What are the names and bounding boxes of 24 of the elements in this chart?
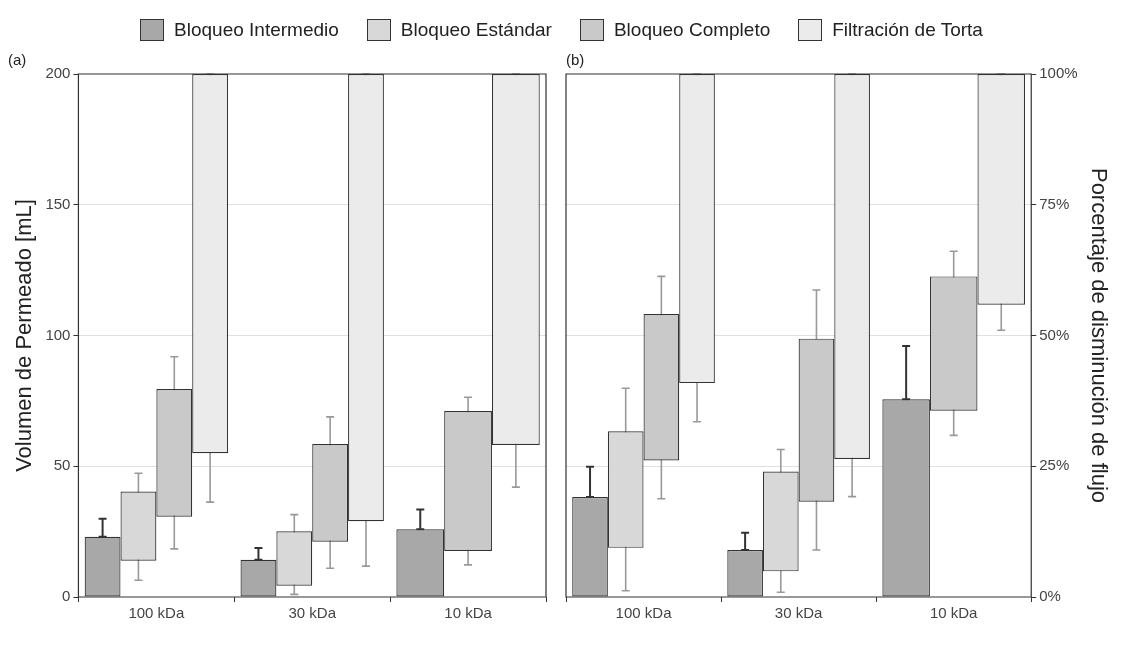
x-tick-label: 100 kDa bbox=[128, 604, 185, 622]
y2-tick-label: 100% bbox=[1039, 64, 1078, 82]
y-axis-title: Volumen de Permeado [mL] bbox=[11, 199, 37, 472]
y2-tick-label: 50% bbox=[1039, 325, 1070, 343]
y2-tick-label: 25% bbox=[1039, 456, 1070, 474]
x-tick-label: 10 kDa bbox=[444, 604, 493, 622]
y2-tick-label: 0% bbox=[1039, 587, 1061, 605]
y-tick-label: 0 bbox=[62, 587, 71, 605]
y-tick-label: 150 bbox=[45, 194, 71, 212]
y2-axis-title: Porcentaje de disminución de flujo bbox=[1086, 167, 1112, 504]
legend-label: Bloqueo Completo bbox=[613, 19, 771, 41]
legend-label: Bloqueo Intermedio bbox=[174, 19, 339, 41]
y-tick-label: 50 bbox=[53, 456, 71, 474]
x-tick-label: 30 kDa bbox=[774, 604, 824, 622]
x-tick-label: 10 kDa bbox=[929, 604, 979, 622]
legend-label: Filtración de Torta bbox=[832, 19, 983, 41]
chart-title: (a) bbox=[8, 51, 27, 69]
y-tick-label: 200 bbox=[45, 64, 71, 82]
x-tick-label: 30 kDa bbox=[288, 604, 337, 622]
legend-label: Bloqueo Estándar bbox=[400, 19, 552, 41]
chart-title: (b) bbox=[566, 51, 585, 69]
y2-tick-label: 75% bbox=[1039, 194, 1070, 212]
x-tick-label: 100 kDa bbox=[615, 604, 673, 622]
y-tick-label: 100 bbox=[45, 325, 71, 343]
